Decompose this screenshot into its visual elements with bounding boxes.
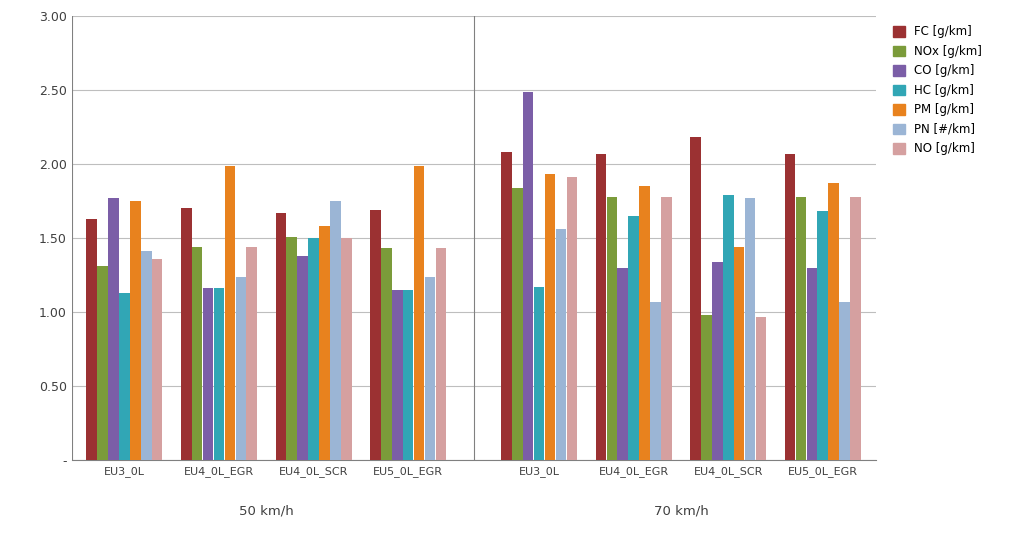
Bar <box>556 229 566 460</box>
Bar <box>662 197 672 460</box>
Bar <box>617 268 628 460</box>
Bar <box>639 186 650 460</box>
Bar <box>308 238 318 460</box>
Bar <box>734 247 744 460</box>
Bar <box>275 213 286 460</box>
Bar <box>297 256 308 460</box>
Bar <box>141 251 152 460</box>
Bar <box>784 154 796 460</box>
Bar <box>425 277 435 460</box>
Bar <box>181 209 191 460</box>
Bar <box>86 219 97 460</box>
Bar <box>330 201 341 460</box>
Bar <box>130 201 140 460</box>
Bar <box>414 165 424 460</box>
Bar <box>701 315 712 460</box>
Bar <box>370 210 381 460</box>
Bar <box>650 302 660 460</box>
Bar <box>435 248 446 460</box>
Bar <box>566 178 578 460</box>
Bar <box>596 154 606 460</box>
Bar <box>796 197 806 460</box>
Bar <box>807 268 817 460</box>
Bar <box>744 198 756 460</box>
Bar <box>341 238 351 460</box>
Bar <box>512 188 522 460</box>
Bar <box>817 211 828 460</box>
Bar <box>545 174 555 460</box>
Bar <box>501 152 512 460</box>
Bar <box>97 266 108 460</box>
Legend: FC [g/km], NOx [g/km], CO [g/km], HC [g/km], PM [g/km], PN [#/km], NO [g/km]: FC [g/km], NOx [g/km], CO [g/km], HC [g/… <box>890 22 986 159</box>
Bar <box>723 195 733 460</box>
Bar <box>319 226 330 460</box>
Bar <box>629 216 639 460</box>
Bar <box>236 277 246 460</box>
Bar <box>756 317 766 460</box>
Bar <box>606 197 617 460</box>
Bar <box>224 165 236 460</box>
Bar <box>523 91 534 460</box>
Bar <box>287 236 297 460</box>
Bar <box>109 198 119 460</box>
Bar <box>690 137 700 460</box>
Bar <box>534 287 545 460</box>
Bar <box>712 262 723 460</box>
Bar <box>850 197 861 460</box>
Bar <box>381 248 391 460</box>
Bar <box>119 293 130 460</box>
Bar <box>247 247 257 460</box>
Bar <box>191 247 203 460</box>
Text: 70 km/h: 70 km/h <box>653 505 709 517</box>
Bar <box>152 259 163 460</box>
Bar <box>214 288 224 460</box>
Bar <box>392 290 402 460</box>
Text: 50 km/h: 50 km/h <box>239 505 294 517</box>
Bar <box>828 184 839 460</box>
Bar <box>402 290 414 460</box>
Bar <box>840 302 850 460</box>
Bar <box>203 288 213 460</box>
